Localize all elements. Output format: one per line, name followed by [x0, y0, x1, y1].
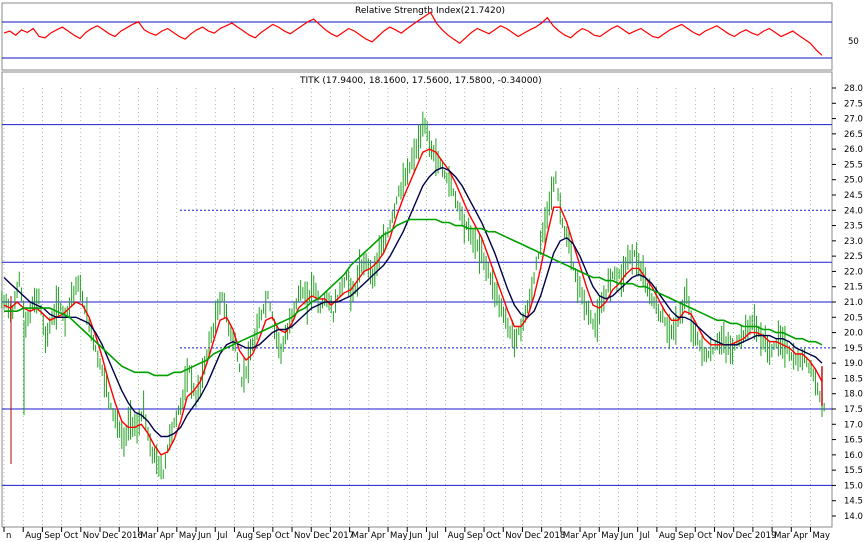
- price-tick-label: 23.0: [844, 237, 863, 247]
- price-title: TITK (17.9400, 18.1600, 17.5600, 17.5800…: [299, 76, 542, 86]
- rsi-tick-label: 50: [848, 37, 859, 47]
- date-tick-label: Dec: [102, 531, 119, 541]
- price-tick-label: 21.0: [844, 298, 863, 308]
- price-tick-label: 24.0: [844, 206, 863, 216]
- price-tick-label: 18.0: [844, 390, 863, 400]
- date-tick-label: Apr: [160, 531, 175, 541]
- price-tick-label: 14.0: [844, 512, 863, 522]
- date-tick-label: Oct: [64, 531, 79, 541]
- date-tick-label: Jul: [216, 531, 227, 541]
- date-tick-label: Oct: [275, 531, 290, 541]
- ma-short-line: [3, 148, 823, 456]
- price-tick-label: 27.0: [844, 115, 863, 125]
- price-tick-label: 19.0: [844, 359, 863, 369]
- date-tick-label: Aug: [236, 531, 253, 541]
- date-tick-label: Dec: [313, 531, 330, 541]
- price-tick-label: 23.5: [844, 222, 863, 232]
- date-tick-label: Nov: [716, 531, 733, 541]
- rsi-title: Relative Strength Index(21.7420): [355, 6, 505, 16]
- date-tick-label: Jul: [427, 531, 438, 541]
- date-tick-label: Aug: [659, 531, 676, 541]
- date-tick-label: May: [390, 531, 408, 541]
- date-tick-label: Mar: [352, 531, 369, 541]
- date-tick-label: Apr: [582, 531, 597, 541]
- moving-averages: [3, 148, 823, 456]
- price-tick-label: 22.5: [844, 252, 863, 262]
- ma-medium-line: [3, 166, 823, 438]
- rsi-line: [3, 11, 823, 56]
- price-frame: [1, 71, 833, 528]
- date-tick-label: May: [812, 531, 830, 541]
- date-tick-label: Sep: [467, 531, 483, 541]
- date-tick-label: Jun: [408, 531, 422, 541]
- price-tick-label: 26.5: [844, 130, 863, 140]
- price-tick-label: 26.0: [844, 145, 863, 155]
- price-panel: TITK (17.9400, 18.1600, 17.5600, 17.5800…: [1, 71, 863, 541]
- date-tick-label: Nov: [83, 531, 100, 541]
- date-tick-label: Nov: [505, 531, 522, 541]
- price-tick-label: 20.0: [844, 329, 863, 339]
- price-tick-label: 28.0: [844, 84, 863, 94]
- price-axis: 28.0 27.5 27.0 26.5 26.0 25.5 25.0 24.5 24.0 23.5…: [832, 84, 863, 522]
- price-tick-label: 15.0: [844, 481, 863, 491]
- price-tick-label: 16.5: [844, 436, 863, 446]
- rsi-series: [3, 11, 823, 56]
- support-resistance-lines: [2, 124, 832, 486]
- date-tick-label: Jun: [197, 531, 211, 541]
- date-tick-label: Oct: [697, 531, 712, 541]
- date-tick-label: Mar: [563, 531, 580, 541]
- price-tick-label: 17.5: [844, 405, 863, 415]
- date-tick-label: Oct: [486, 531, 501, 541]
- price-tick-label: 14.5: [844, 497, 863, 507]
- rsi-frame: [1, 2, 833, 71]
- date-tick-label: 2019: [755, 531, 777, 541]
- date-tick-label: Dec: [524, 531, 541, 541]
- date-tick-label: Jun: [619, 531, 633, 541]
- price-tick-label: 24.5: [844, 191, 863, 201]
- date-tick-label: Apr: [793, 531, 808, 541]
- price-tick-label: 19.5: [844, 344, 863, 354]
- date-tick-label: Sep: [678, 531, 694, 541]
- date-tick-label: Sep: [44, 531, 60, 541]
- date-tick-label: 2018: [544, 531, 566, 541]
- price-tick-label: 25.0: [844, 176, 863, 186]
- rsi-panel: Relative Strength Index(21.7420) 50: [1, 2, 859, 71]
- ma-long-line: [4, 218, 823, 377]
- date-tick-label: Mar: [774, 531, 791, 541]
- price-tick-label: 22.0: [844, 267, 863, 277]
- price-tick-label: 27.5: [844, 99, 863, 109]
- date-tick-label: Dec: [736, 531, 753, 541]
- price-tick-label: 16.0: [844, 451, 863, 461]
- date-tick-label: 2016: [121, 531, 143, 541]
- price-tick-label: 20.5: [844, 313, 863, 323]
- date-tick-label: Jul: [639, 531, 650, 541]
- price-tick-label: 25.5: [844, 160, 863, 170]
- date-tick-label: May: [601, 531, 619, 541]
- date-tick-label: Nov: [294, 531, 311, 541]
- date-tick-label: Aug: [25, 531, 42, 541]
- date-tick-label: Aug: [448, 531, 465, 541]
- date-tick-label: Mar: [140, 531, 157, 541]
- date-tick-label: Apr: [371, 531, 386, 541]
- price-tick-label: 21.5: [844, 283, 863, 293]
- date-tick-label: n: [6, 531, 11, 541]
- date-tick-label: 2017: [332, 531, 354, 541]
- date-tick-label: May: [179, 531, 197, 541]
- price-tick-label: 15.5: [844, 466, 863, 476]
- price-tick-label: 18.5: [844, 374, 863, 384]
- date-tick-label: Sep: [256, 531, 272, 541]
- price-tick-label: 17.0: [844, 420, 863, 430]
